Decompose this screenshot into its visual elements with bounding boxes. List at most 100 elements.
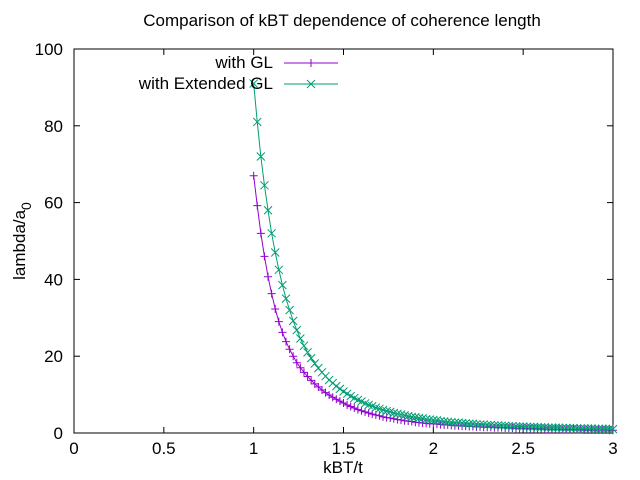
data-point [285, 345, 294, 354]
data-point [551, 423, 560, 432]
data-point [608, 424, 618, 434]
data-point [450, 418, 460, 427]
x-axis: 0 0.5 1 1.5 2 2.5 3 [69, 49, 618, 458]
data-point [536, 422, 546, 432]
data-point [285, 305, 294, 315]
x-tick-label: 1.5 [332, 439, 356, 458]
data-point [310, 359, 320, 368]
data-point [504, 421, 514, 431]
data-point [468, 419, 478, 429]
legend-label-extended-gl: with Extended GL [138, 74, 273, 93]
data-point [576, 424, 586, 433]
data-point [418, 414, 427, 423]
data-point [479, 420, 488, 429]
data-point [271, 304, 280, 313]
data-point [464, 419, 474, 429]
data-point [339, 399, 348, 408]
x-tick-label: 1 [249, 439, 258, 458]
data-point [307, 376, 316, 385]
data-point [264, 272, 273, 281]
data-point [267, 289, 276, 298]
data-point [249, 79, 259, 88]
data-point [461, 419, 471, 428]
data-point [328, 393, 337, 402]
data-point [253, 201, 262, 210]
legend-marker [307, 59, 315, 67]
data-point [579, 424, 589, 433]
plot-frame [73, 48, 614, 434]
series-layer [249, 79, 618, 435]
data-point [343, 400, 352, 409]
data-point [543, 423, 553, 432]
data-point [482, 420, 492, 430]
data-point [256, 229, 265, 238]
data-point [587, 424, 596, 433]
data-point [515, 422, 524, 431]
data-point [540, 422, 550, 432]
data-point [554, 423, 564, 432]
data-point [282, 337, 291, 346]
data-point [565, 423, 575, 433]
data-point [508, 421, 517, 431]
data-point [428, 415, 438, 425]
data-point [446, 417, 456, 427]
y-axis-label-subscript: 0 [18, 202, 34, 210]
y-axis-label-main: lambda/a [10, 209, 29, 279]
series-extended-gl [249, 79, 618, 434]
x-tick-label: 0 [69, 439, 78, 458]
data-point [306, 353, 316, 363]
data-point [529, 422, 539, 432]
data-point [522, 422, 532, 432]
data-point [421, 414, 431, 424]
data-point [274, 265, 284, 275]
data-point [357, 406, 366, 415]
data-point [583, 424, 593, 433]
data-point [597, 424, 607, 434]
y-tick-label: 0 [54, 424, 63, 443]
data-point [296, 334, 305, 343]
data-point [533, 422, 542, 432]
data-point [493, 420, 503, 430]
data-point [260, 252, 269, 261]
data-point [353, 405, 362, 414]
data-point [267, 228, 276, 238]
data-point [436, 416, 445, 426]
data-point [511, 422, 521, 431]
data-point [497, 421, 506, 431]
data-point [547, 423, 557, 432]
data-point [296, 363, 305, 372]
series-gl [249, 171, 617, 435]
data-point [331, 381, 341, 391]
data-point [256, 152, 266, 161]
data-point [457, 418, 467, 428]
legend: with GL with Extended GL [138, 53, 338, 93]
data-point [389, 408, 399, 418]
data-point [332, 395, 341, 404]
legend-marker [306, 79, 316, 89]
y-tick-label: 40 [44, 270, 63, 289]
data-point [525, 422, 535, 432]
data-point [454, 418, 463, 427]
data-point [260, 180, 269, 190]
data-point [425, 415, 435, 424]
data-point [382, 406, 391, 416]
y-tick-label: 100 [35, 40, 63, 59]
data-point [472, 419, 481, 429]
data-point [475, 420, 485, 429]
data-point [407, 412, 417, 422]
data-point [601, 424, 611, 434]
y-tick-label: 20 [44, 347, 63, 366]
x-tick-label: 2 [429, 439, 438, 458]
data-point [303, 372, 312, 381]
data-point [569, 423, 578, 433]
data-point [393, 409, 402, 419]
y-tick-label: 80 [44, 117, 63, 136]
plot-area [73, 48, 614, 434]
data-point [590, 424, 600, 434]
data-point [443, 417, 453, 427]
data-point [432, 415, 442, 425]
x-tick-label: 2.5 [511, 439, 535, 458]
x-axis-label: kBT/t [323, 458, 363, 477]
legend-label-gl: with GL [214, 53, 273, 72]
